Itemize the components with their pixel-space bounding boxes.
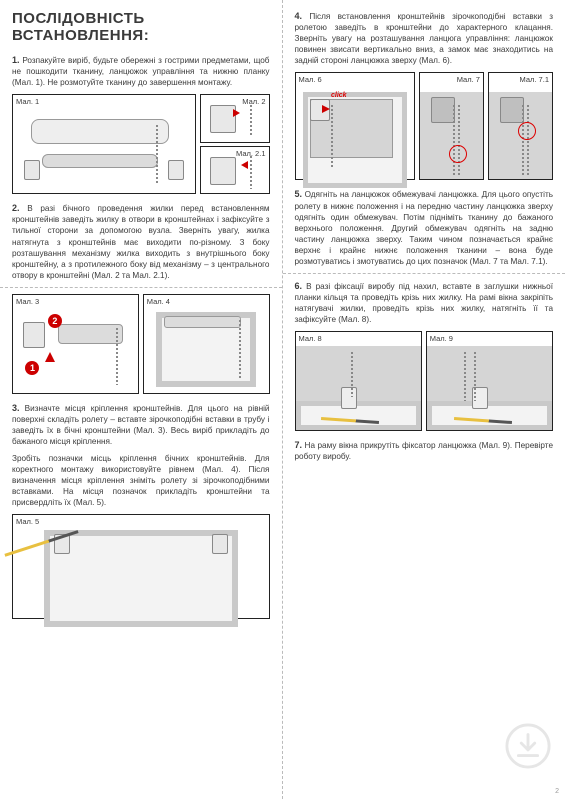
left-column: ПОСЛІДОВНІСТЬ ВСТАНОВЛЕННЯ: 1. Розпакуйт… — [0, 0, 283, 799]
fig-71-label: Мал. 7.1 — [520, 75, 549, 84]
figure-9: Мал. 9 — [426, 331, 553, 431]
step-5-text: 5. Одягніть на ланцюжок обмежувачі ланцю… — [295, 188, 554, 267]
click-label: click — [331, 92, 347, 99]
arrow-num-1: 1 — [25, 361, 39, 375]
figure-2-stack: Мал. 2 Мал. 2.1 — [200, 94, 270, 194]
figure-5: Мал. 5 — [12, 514, 270, 619]
figure-7: Мал. 7 — [419, 72, 484, 180]
right-column: 4. Після встановлення кронштейнів зірочк… — [283, 0, 565, 799]
fig-3-label: Мал. 3 — [16, 297, 39, 306]
step-3a-text: 3. Визначте місця кріплення кронштейнів.… — [12, 402, 270, 447]
fig-9-label: Мал. 9 — [430, 334, 453, 343]
step-6-text: 6. В разі фіксації виробу під нахил, вст… — [295, 280, 554, 325]
divider-right — [283, 273, 565, 274]
step-2-text: 2. В разі бічного проведення жилки перед… — [12, 202, 270, 281]
figure-4: Мал. 4 — [143, 294, 270, 394]
step-4-text: 4. Після встановлення кронштейнів зірочк… — [295, 10, 554, 66]
step-3b-text: Зробіть позначки місць кріплення бічних … — [12, 453, 270, 508]
step-7-text: 7. На раму вікна прикрутіть фіксатор лан… — [295, 439, 554, 462]
figure-7-1: Мал. 7.1 — [488, 72, 553, 180]
page-title: ПОСЛІДОВНІСТЬ ВСТАНОВЛЕННЯ: — [12, 10, 270, 44]
fig-row-6-7: Мал. 6 click Мал. 7 Мал. 7.1 — [295, 72, 554, 180]
figure-6: Мал. 6 click — [295, 72, 415, 180]
fig-8-label: Мал. 8 — [299, 334, 322, 343]
fig-row-3-4: Мал. 3 2 1 Мал. 4 — [12, 294, 270, 394]
fig-row-1-2: Мал. 1 Мал. 2 Мал. 2.1 — [12, 94, 270, 194]
fig-row-5: Мал. 5 — [12, 514, 270, 619]
figure-1: Мал. 1 — [12, 94, 196, 194]
fig-row-8-9: Мал. 8 Мал. 9 — [295, 331, 554, 431]
figure-8: Мал. 8 — [295, 331, 422, 431]
page-number: 2 — [555, 788, 559, 795]
fig-7-label: Мал. 7 — [457, 75, 480, 84]
fig-4-label: Мал. 4 — [147, 297, 170, 306]
figure-2: Мал. 2 — [200, 94, 270, 143]
step-1-text: 1. Розпакуйте виріб, будьте обережні з г… — [12, 54, 270, 88]
figure-3: Мал. 3 2 1 — [12, 294, 139, 394]
watermark-icon — [505, 723, 551, 769]
fig-2-label: Мал. 2 — [242, 97, 265, 106]
fig-5-label: Мал. 5 — [16, 517, 39, 526]
divider-left — [0, 287, 282, 288]
fig-1-label: Мал. 1 — [16, 97, 39, 106]
fig-6-label: Мал. 6 — [299, 75, 322, 84]
figure-2-1: Мал. 2.1 — [200, 146, 270, 195]
